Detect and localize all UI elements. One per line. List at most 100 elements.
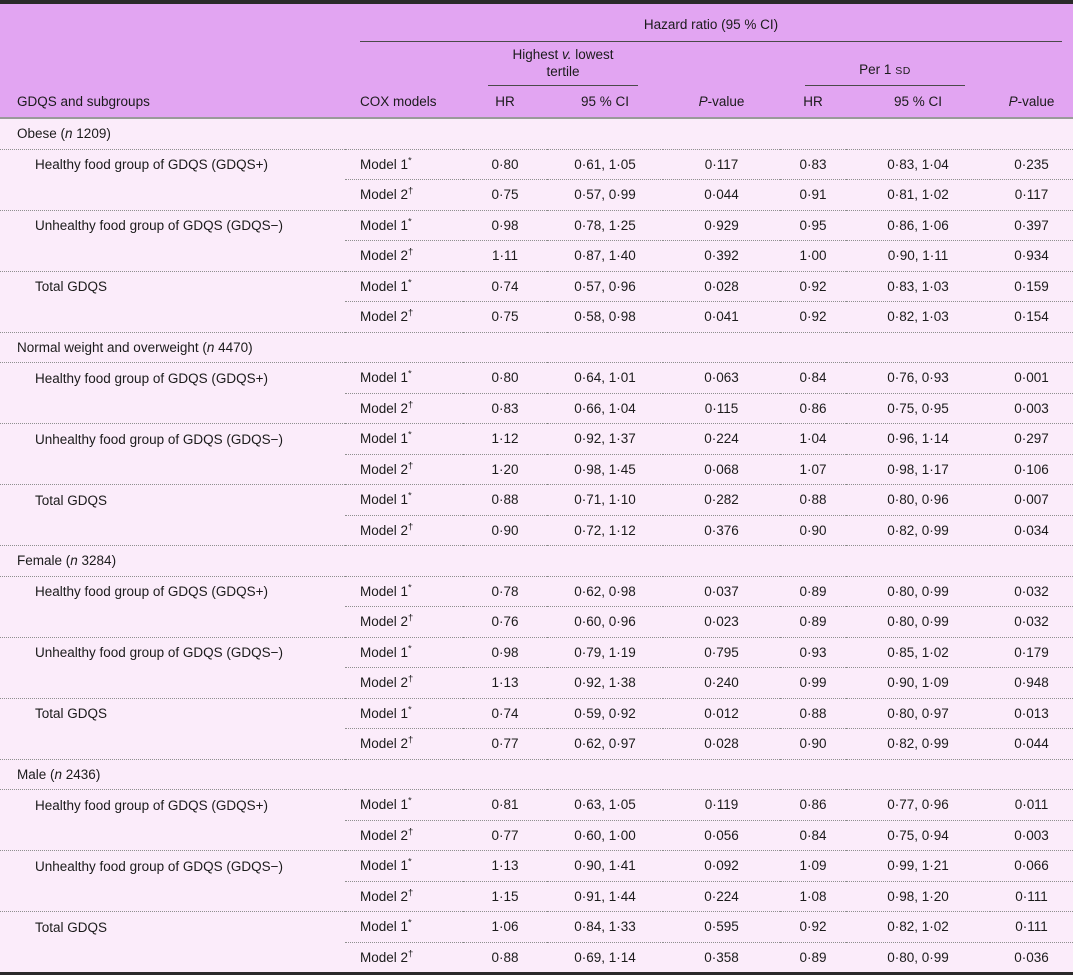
subgroup-label-cell (0, 942, 345, 974)
model-footnote-marker: * (408, 704, 412, 716)
model-cell: Model 1* (345, 271, 463, 302)
hr-per-sd-cell: 0·92 (780, 271, 846, 302)
hr-per-sd-cell: 0·90 (780, 728, 846, 760)
ci-per-sd-cell: 0·86, 1·06 (846, 210, 990, 241)
model-cell: Model 2† (345, 240, 463, 272)
model-name: Model 2 (360, 522, 409, 538)
model-name: Model 2 (360, 614, 409, 630)
pvalue-per-sd-cell: 0·179 (990, 637, 1073, 668)
data-row: Model 2† 0·75 0·57, 0·99 0·044 0·91 0·81, 1·0… (0, 179, 1073, 211)
model-name: Model 2 (360, 400, 409, 416)
group-header-row: Obese (n 1209) (0, 118, 1073, 150)
data-row: Healthy food group of GDQS (GDQS+) Model … (0, 362, 1073, 394)
subgroup-label-cell (0, 515, 345, 546)
hr-tertile-cell: 0·74 (463, 698, 547, 729)
p-italic: P (698, 94, 708, 109)
col-pvalue-per-sd: P-value (990, 86, 1073, 119)
model-footnote-marker: † (408, 307, 414, 319)
data-row: Healthy food group of GDQS (GDQS+) Model … (0, 789, 1073, 821)
subgroup-label-cell (0, 728, 345, 760)
per-sd-header-cell: Per 1 SD (780, 42, 990, 86)
hr-tertile-cell: 0·74 (463, 271, 547, 302)
group-count: 1209) (72, 126, 111, 142)
model-name: Model 1 (360, 492, 409, 508)
subgroup-label-cell: Healthy food group of GDQS (GDQS+) (35, 370, 268, 386)
model-footnote-marker: * (408, 368, 412, 380)
model-cell: Model 1* (345, 576, 463, 607)
hr-tertile-cell: 1·13 (463, 667, 547, 699)
tertile-text-3: tertile (546, 64, 580, 79)
model-name: Model 2 (360, 736, 409, 752)
pvalue-per-sd-cell: 0·117 (990, 179, 1073, 211)
model-name: Model 1 (360, 217, 409, 233)
model-cell: Model 2† (345, 728, 463, 760)
model-footnote-marker: * (408, 490, 412, 502)
data-row: Model 2† 0·77 0·60, 1·00 0·056 0·84 0·75, 0·9… (0, 820, 1073, 851)
col-hr-tertile: HR (463, 86, 547, 119)
model-footnote-marker: † (408, 612, 414, 624)
pvalue-per-sd-cell: 0·032 (990, 606, 1073, 638)
model-footnote-marker: † (408, 734, 414, 746)
model-cell: Model 2† (345, 393, 463, 424)
col-hr-per-sd: HR (780, 86, 846, 119)
hr-tertile-cell: 1·06 (463, 911, 547, 943)
pvalue-tertile-cell: 0·012 (663, 698, 780, 729)
ci-tertile-cell: 0·66, 1·04 (547, 393, 663, 424)
ci-per-sd-cell: 0·82, 0·99 (846, 728, 990, 760)
data-row: Total GDQS Model 1* 1·06 0·84, 1·33 0·595 0·9… (0, 911, 1073, 943)
ci-per-sd-cell: 0·80, 0·99 (846, 576, 990, 607)
model-name: Model 1 (360, 156, 409, 172)
ci-per-sd-cell: 0·77, 0·96 (846, 789, 990, 821)
model-name: Model 1 (360, 919, 409, 935)
subgroup-label-cell (0, 606, 345, 638)
ci-tertile-cell: 0·62, 0·98 (547, 576, 663, 607)
subgroup-label-cell (0, 667, 345, 699)
group-count: 4470) (214, 339, 253, 355)
hr-tertile-cell: 0·80 (463, 362, 547, 394)
model-footnote-marker: † (408, 460, 414, 472)
pvalue-per-sd-cell: 0·007 (990, 484, 1073, 516)
group-header-cell: Male (n 2436) (0, 759, 1073, 790)
model-cell: Model 1* (345, 423, 463, 455)
hr-tertile-cell: 0·90 (463, 515, 547, 546)
group-name: Male ( (17, 766, 55, 782)
ci-tertile-cell: 0·60, 0·96 (547, 606, 663, 638)
model-footnote-marker: * (408, 582, 412, 594)
group-name: Obese ( (17, 126, 66, 142)
data-row: Model 2† 0·83 0·66, 1·04 0·115 0·86 0·75, 0·9… (0, 393, 1073, 424)
subgroup-label-cell (0, 454, 345, 485)
model-name: Model 1 (360, 858, 409, 874)
ci-per-sd-cell: 0·75, 0·95 (846, 393, 990, 424)
per-sd-smallcaps: SD (895, 65, 911, 77)
ci-tertile-cell: 0·57, 0·96 (547, 271, 663, 302)
ci-tertile-cell: 0·90, 1·41 (547, 850, 663, 882)
hr-tertile-cell: 0·77 (463, 728, 547, 760)
hr-per-sd-cell: 0·84 (780, 820, 846, 851)
subgroup-label-cell: Unhealthy food group of GDQS (GDQS−) (35, 431, 283, 447)
hr-per-sd-cell: 0·89 (780, 606, 846, 638)
model-footnote-marker: * (408, 643, 412, 655)
ci-tertile-cell: 0·72, 1·12 (547, 515, 663, 546)
hr-tertile-cell: 0·75 (463, 179, 547, 211)
pvalue-tertile-cell: 0·376 (663, 515, 780, 546)
hr-per-sd-cell: 0·89 (780, 576, 846, 607)
data-row: Model 2† 1·15 0·91, 1·44 0·224 1·08 0·98, 1·2… (0, 881, 1073, 912)
tertile-header-cell: Highest v. lowest tertile (463, 42, 663, 86)
model-name: Model 2 (360, 309, 409, 325)
ci-tertile-cell: 0·98, 1·45 (547, 454, 663, 485)
ci-tertile-cell: 0·64, 1·01 (547, 362, 663, 394)
spacer (663, 42, 780, 86)
pvalue-tertile-cell: 0·028 (663, 728, 780, 760)
ci-tertile-cell: 0·79, 1·19 (547, 637, 663, 668)
hr-per-sd-cell: 0·95 (780, 210, 846, 241)
ci-per-sd-cell: 0·90, 1·11 (846, 240, 990, 272)
subgroup-label-cell: Unhealthy food group of GDQS (GDQS−) (35, 218, 283, 233)
group-count: 2436) (62, 766, 101, 782)
subgroup-label-cell: Total GDQS (35, 492, 108, 508)
hr-per-sd-cell: 0·89 (780, 942, 846, 974)
pvalue-per-sd-cell: 0·297 (990, 423, 1073, 455)
group-n-symbol: n (206, 339, 215, 355)
ci-per-sd-cell: 0·81, 1·02 (846, 179, 990, 211)
hr-tertile-cell: 0·76 (463, 606, 547, 638)
model-name: Model 1 (360, 370, 409, 386)
